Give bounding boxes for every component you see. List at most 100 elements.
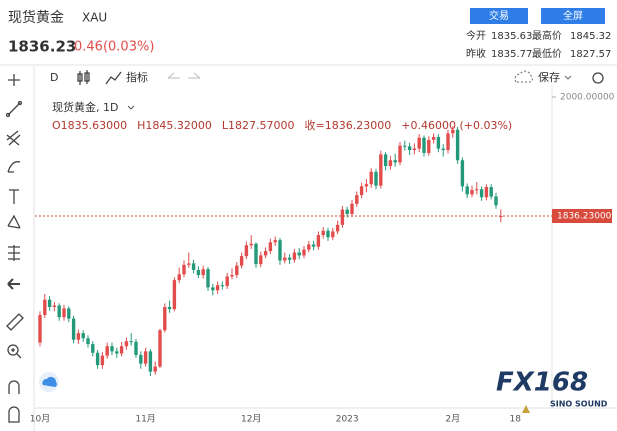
- candle-body: [278, 240, 282, 261]
- candle-body: [273, 240, 277, 243]
- title: 现货黄金: [8, 9, 64, 26]
- x-tick-label: 12月: [241, 414, 261, 425]
- save-menu[interactable]: [564, 75, 572, 80]
- indicators-icon[interactable]: [105, 71, 122, 85]
- candle-body: [455, 129, 460, 161]
- watermark-logo: FX168: [496, 368, 588, 398]
- trade-button-label[interactable]: 交易: [489, 9, 509, 22]
- save[interactable]: 保存: [538, 70, 560, 84]
- candle-body: [215, 285, 220, 291]
- legend-symbol: 现货黄金, 1D: [52, 100, 118, 114]
- candle-body: [225, 276, 229, 286]
- candle-body: [321, 230, 325, 236]
- candle-body: [335, 224, 340, 232]
- candle-body: [479, 189, 484, 198]
- chart-type-icon[interactable]: [77, 70, 90, 85]
- candle-body: [91, 344, 95, 353]
- redo[interactable]: [188, 72, 201, 79]
- interval[interactable]: D: [50, 71, 58, 84]
- stat-value: 1845.32: [570, 31, 611, 42]
- stats: 今开 1835.63 最高价 1845.32 昨收 1835.77 最低价 18…: [466, 29, 611, 60]
- candle-body: [47, 299, 52, 307]
- candle-body: [494, 196, 498, 206]
- candle-body: [460, 160, 465, 187]
- candle-body: [369, 171, 373, 185]
- candle-body: [182, 264, 186, 275]
- candle-body: [422, 137, 426, 153]
- candle-body: [484, 187, 489, 198]
- candle-body: [163, 306, 167, 331]
- candle-body: [431, 136, 436, 140]
- candle-body: [268, 242, 273, 252]
- candle-body: [201, 269, 205, 276]
- candle-body: [307, 244, 311, 250]
- candle-body: [287, 257, 292, 260]
- candle-body: [489, 187, 493, 197]
- legend-ohlc: O1835.63000 H1845.32000 L1827.57000 收=1836.…: [52, 118, 512, 132]
- x-tick-label: 18: [509, 415, 521, 425]
- candle-body: [340, 209, 345, 225]
- candle-body: [177, 274, 181, 281]
- change: 0.46(0.03%): [74, 40, 154, 55]
- watermark-icon: [522, 405, 530, 413]
- y-tick-label: 2000.00000: [560, 92, 615, 102]
- fullscreen-button-label[interactable]: 全屏: [563, 9, 583, 22]
- last-price-label: 1836.23000: [557, 211, 612, 221]
- candle-body: [239, 256, 244, 266]
- candle-body: [211, 287, 215, 291]
- candle-body: [71, 318, 76, 340]
- stat-label: 最低价: [532, 47, 562, 60]
- candle-body: [244, 245, 249, 257]
- candle-body: [153, 366, 157, 372]
- x-tick-label: 11月: [135, 414, 155, 425]
- legend-value: +0.46000 (+0.03%): [401, 119, 512, 132]
- candle-body: [383, 154, 388, 167]
- settings-icon[interactable]: [592, 72, 604, 84]
- candle-body: [263, 251, 268, 256]
- candle-body: [43, 299, 47, 315]
- legend-value: L1827.57000: [222, 119, 295, 132]
- candle-body: [427, 139, 431, 153]
- candle-body: [316, 235, 321, 247]
- candle-body: [148, 351, 153, 372]
- fullscreen-button[interactable]: [541, 8, 605, 24]
- candle-body: [249, 243, 253, 246]
- candle-body: [139, 354, 143, 364]
- candle-body: [436, 136, 441, 149]
- candle-body: [196, 269, 201, 276]
- candle-body: [259, 255, 263, 265]
- candle-body: [359, 186, 364, 196]
- candle-body: [86, 338, 90, 345]
- candle-body: [326, 230, 330, 238]
- candle-body: [129, 341, 133, 343]
- stat-label: 昨收: [466, 47, 486, 60]
- candle-body: [158, 330, 162, 367]
- candle-body: [374, 171, 378, 186]
- candle-body: [475, 189, 479, 191]
- candle-body: [57, 305, 61, 318]
- x-tick-label: 2月: [445, 414, 460, 425]
- trade-button[interactable]: [470, 8, 528, 24]
- candle-body: [350, 203, 354, 214]
- candle-body: [115, 351, 119, 354]
- candle-body: [52, 305, 57, 307]
- candle-body: [206, 269, 210, 288]
- candle-body: [417, 137, 421, 149]
- candle-body: [143, 351, 148, 364]
- save-icon[interactable]: [514, 70, 533, 83]
- undo[interactable]: [167, 72, 180, 79]
- candle-body: [38, 314, 42, 343]
- candle-body: [283, 257, 287, 261]
- candle-body: [62, 308, 66, 318]
- left-tools[interactable]: [5, 74, 24, 423]
- candle-body: [398, 145, 402, 163]
- last-price-tag: [552, 208, 612, 223]
- candle-body: [254, 243, 258, 265]
- indicators[interactable]: 指标: [126, 70, 148, 84]
- candle-body: [220, 285, 225, 287]
- legend-menu[interactable]: [127, 105, 135, 110]
- candle-body: [134, 341, 138, 355]
- candle-body: [441, 148, 445, 151]
- candle-body: [297, 252, 301, 256]
